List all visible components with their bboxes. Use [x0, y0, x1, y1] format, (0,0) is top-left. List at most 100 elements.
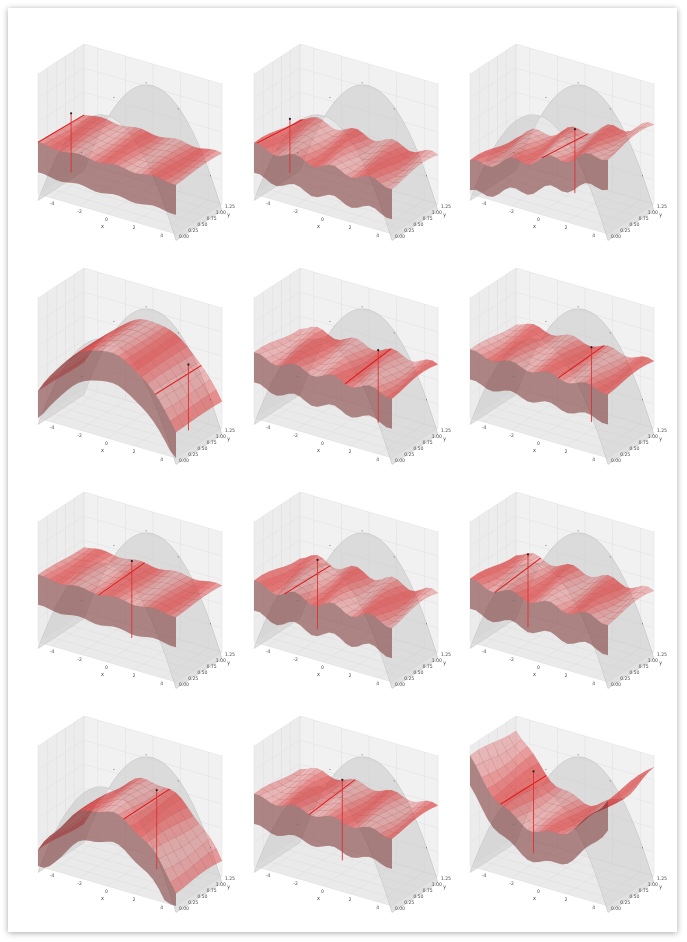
fitted-ridge-line: [494, 557, 542, 593]
sample-point: [577, 306, 579, 308]
subplot-panel: -4 -2 0 2 4 x 0.00 0.25 0.50 0.75 1.00 1.25 y: [24, 250, 236, 470]
subplot-panel: -4 -2 0 2 4 x 0.00 0.25 0.50 0.75 1.00 1.25 y: [240, 474, 452, 694]
sample-point: [513, 824, 515, 826]
x-tick-label: -2: [509, 657, 514, 663]
x-axis-label: x: [101, 896, 104, 902]
x-tick-label: -2: [293, 209, 298, 215]
x-tick-label: 0: [537, 889, 540, 895]
y-tick-label: 1.00: [648, 210, 658, 216]
fitted-surface-front: [470, 755, 608, 865]
x-tick-label: 4: [160, 233, 163, 239]
y-tick-label: 0.25: [188, 452, 198, 458]
x-tick-label: 0: [105, 665, 108, 671]
gridline: [37, 67, 223, 109]
y-axis-label: y: [659, 660, 662, 666]
y-tick-label: 1.25: [441, 876, 451, 882]
y-axis-label: y: [443, 660, 446, 666]
fitted-surface-front: [254, 142, 392, 220]
y-tick-label: 1.25: [657, 652, 667, 658]
y-tick-label: 0.25: [404, 452, 414, 458]
y-tick-label: 1.00: [216, 882, 226, 888]
y-tick-label: 0.25: [188, 900, 198, 906]
y-tick-label: 0.25: [620, 452, 630, 458]
x-tick-label: 0: [321, 665, 324, 671]
fitted-ridge-line: [284, 565, 331, 595]
y-axis-label: y: [443, 212, 446, 218]
y-tick-label: 0.50: [413, 222, 423, 228]
sample-point: [210, 623, 211, 625]
sample-point: [361, 754, 363, 756]
y-tick-label: 0.75: [207, 888, 217, 894]
sample-point: [609, 332, 611, 334]
x-tick-label: -2: [293, 881, 298, 887]
x-tick-label: -4: [50, 649, 55, 655]
fitted-surface-front: [470, 578, 608, 656]
sample-point: [81, 376, 83, 378]
y-tick-label: 0.25: [188, 228, 198, 234]
sample-point: [545, 96, 547, 98]
x-tick-label: 2: [133, 897, 136, 903]
fitted-ridge-line: [344, 348, 392, 385]
fitted-surface-front: [254, 580, 392, 659]
surface-plot: -4 -2 0 2 4 x 0.000.250.500.751.001.25 y: [37, 43, 235, 241]
x-tick-label: -4: [50, 873, 55, 879]
y-tick-label: 1.25: [657, 204, 667, 210]
y-tick-label: 0.00: [611, 234, 621, 240]
subplot-panel: -4 -2 0 2 4 x 0.00 0.25 0.50 0.75 1.00 1.25 y: [456, 474, 668, 694]
fitted-surface-patch: [602, 152, 616, 161]
subplot-panel: -4 -2 0 2 4 x 0.00 0.25 0.50 0.75 1.00 1.25 y: [240, 26, 452, 246]
y-tick-label: 0.00: [611, 906, 621, 912]
sample-point: [145, 530, 147, 532]
fitted-surface-front: [254, 793, 392, 869]
x-tick-label: -2: [293, 433, 298, 439]
y-tick-label: 1.25: [225, 652, 235, 658]
y-tick-label: 0.50: [629, 446, 639, 452]
sample-point: [81, 600, 83, 602]
sample-point: [177, 556, 179, 558]
sample-point: [545, 320, 547, 322]
x-axis-label: x: [317, 448, 320, 454]
y-tick-label: 0.00: [611, 458, 621, 464]
y-tick-label: 0.00: [179, 458, 189, 464]
x-tick-label: 4: [160, 681, 163, 687]
y-tick-label: 0.50: [197, 670, 207, 676]
sample-point: [113, 320, 115, 322]
y-tick-label: 1.25: [225, 204, 235, 210]
x-axis-label: x: [533, 448, 536, 454]
sample-point: [513, 600, 515, 602]
sample-point: [210, 847, 211, 849]
fitted-surface-patch: [602, 388, 616, 395]
fitted-surface-front: [470, 153, 608, 197]
y-tick-label: 0.75: [423, 216, 433, 222]
y-tick-label: 0.75: [423, 888, 433, 894]
fitted-surface-patch: [170, 610, 184, 618]
fitted-ridge-line: [256, 119, 304, 144]
y-tick-label: 0.50: [413, 446, 423, 452]
y-tick-label: 0.75: [639, 440, 649, 446]
sample-point: [361, 82, 363, 84]
sample-point: [609, 556, 611, 558]
x-tick-label: 0: [105, 889, 108, 895]
y-tick-label: 0.00: [395, 682, 405, 688]
y-tick-label: 0.25: [404, 900, 414, 906]
y-tick-label: 1.00: [648, 434, 658, 440]
x-axis-label: x: [101, 672, 104, 678]
fitted-surface-front: [38, 350, 176, 458]
x-axis-label: x: [317, 896, 320, 902]
subplot-panel: -4 -2 0 2 4 x 0.00 0.25 0.50 0.75 1.00 1.25 y: [240, 250, 452, 470]
fitted-surface-front: [38, 142, 176, 215]
gridline: [469, 67, 655, 109]
sample-point: [426, 623, 427, 625]
y-tick-label: 0.50: [197, 446, 207, 452]
y-tick-label: 0.75: [207, 440, 217, 446]
x-tick-label: 2: [349, 225, 352, 231]
x-tick-label: -4: [266, 649, 271, 655]
x-tick-label: 4: [592, 457, 595, 463]
y-tick-label: 0.25: [188, 676, 198, 682]
x-tick-label: 2: [565, 225, 568, 231]
y-tick-label: 1.00: [216, 210, 226, 216]
x-tick-label: 0: [537, 441, 540, 447]
y-tick-label: 0.75: [639, 664, 649, 670]
surface-plot: -4 -2 0 2 4 x 0.000.250.500.751.001.25 y: [253, 43, 451, 241]
y-tick-label: 0.00: [179, 682, 189, 688]
